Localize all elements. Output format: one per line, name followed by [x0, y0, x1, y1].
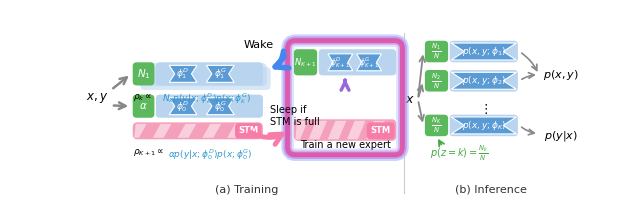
Polygon shape: [206, 98, 234, 115]
Text: $\rho_k \propto$: $\rho_k \propto$: [132, 92, 152, 103]
FancyBboxPatch shape: [132, 62, 154, 85]
Text: $p(z=k)=\frac{N_k}{N}$: $p(z=k)=\frac{N_k}{N}$: [431, 143, 489, 163]
Text: $p(y|x)$: $p(y|x)$: [543, 129, 577, 143]
Polygon shape: [328, 54, 353, 71]
Text: Sleep if
STM is full: Sleep if STM is full: [270, 106, 319, 127]
Text: $\phi_0^D$: $\phi_0^D$: [177, 99, 189, 114]
Text: $\phi_{K+1}^D$: $\phi_{K+1}^D$: [330, 55, 350, 70]
Text: $\phi_1^D$: $\phi_1^D$: [177, 66, 189, 81]
Polygon shape: [451, 43, 516, 60]
Text: Train a new expert: Train a new expert: [300, 140, 390, 151]
Polygon shape: [153, 124, 172, 138]
FancyBboxPatch shape: [319, 49, 396, 75]
Text: $\rho_{K+1} \propto$: $\rho_{K+1} \propto$: [132, 147, 164, 158]
FancyBboxPatch shape: [156, 62, 263, 85]
Text: $\frac{N_K}{N}$: $\frac{N_K}{N}$: [431, 116, 442, 135]
Text: $N_{K+1}$: $N_{K+1}$: [294, 56, 317, 69]
Text: $\alpha p(y|x;\phi_0^D)p(x;\phi_0^G)$: $\alpha p(y|x;\phi_0^D)p(x;\phi_0^G)$: [168, 147, 253, 162]
FancyBboxPatch shape: [132, 122, 263, 139]
FancyBboxPatch shape: [288, 41, 403, 155]
Text: $N_1$: $N_1$: [137, 67, 150, 81]
FancyBboxPatch shape: [140, 67, 271, 90]
Polygon shape: [178, 124, 196, 138]
FancyBboxPatch shape: [450, 41, 518, 62]
Text: STM: STM: [371, 126, 391, 135]
FancyBboxPatch shape: [156, 95, 263, 118]
Text: $\alpha$: $\alpha$: [140, 101, 148, 111]
Text: $\vdots$: $\vdots$: [479, 101, 488, 116]
Text: $x$: $x$: [405, 93, 415, 106]
FancyBboxPatch shape: [367, 122, 395, 139]
Polygon shape: [366, 121, 385, 139]
FancyBboxPatch shape: [235, 123, 261, 138]
FancyBboxPatch shape: [450, 70, 518, 92]
Text: $\phi_1^G$: $\phi_1^G$: [214, 66, 227, 81]
Polygon shape: [169, 98, 197, 115]
FancyBboxPatch shape: [425, 70, 448, 92]
Text: $p(x,y;\phi_K)$: $p(x,y;\phi_K)$: [461, 119, 506, 132]
Polygon shape: [227, 124, 246, 138]
Polygon shape: [206, 65, 234, 82]
FancyBboxPatch shape: [450, 115, 518, 136]
Text: $\phi_{K+1}^G$: $\phi_{K+1}^G$: [359, 55, 379, 70]
Polygon shape: [202, 124, 221, 138]
Text: $p(x,y;\phi_1)$: $p(x,y;\phi_1)$: [461, 45, 506, 58]
Polygon shape: [451, 117, 516, 134]
Polygon shape: [451, 72, 516, 89]
Text: $\frac{N_2}{N}$: $\frac{N_2}{N}$: [431, 71, 442, 90]
Text: STM: STM: [238, 126, 258, 135]
FancyBboxPatch shape: [425, 115, 448, 136]
FancyBboxPatch shape: [136, 63, 267, 86]
Text: $p(x,y)$: $p(x,y)$: [543, 68, 579, 82]
Polygon shape: [296, 121, 308, 139]
Polygon shape: [134, 124, 147, 138]
Polygon shape: [347, 121, 365, 139]
Text: $p(x,y;\phi_2)$: $p(x,y;\phi_2)$: [461, 74, 506, 87]
FancyBboxPatch shape: [132, 95, 154, 118]
FancyBboxPatch shape: [294, 49, 317, 75]
Polygon shape: [328, 121, 346, 139]
Text: $x, y$: $x, y$: [86, 91, 109, 105]
Polygon shape: [308, 121, 327, 139]
Text: $\phi_0^G$: $\phi_0^G$: [214, 99, 227, 114]
Text: (b) Inference: (b) Inference: [455, 185, 527, 195]
FancyBboxPatch shape: [294, 119, 396, 141]
Text: Wake: Wake: [243, 40, 273, 50]
Text: $\frac{N_1}{N}$: $\frac{N_1}{N}$: [431, 42, 442, 61]
Text: $N_k p(y|x;\phi_k^D)p(x;\phi_k^G)$: $N_k p(y|x;\phi_k^D)p(x;\phi_k^G)$: [162, 92, 252, 106]
Text: (a) Training: (a) Training: [215, 185, 278, 195]
FancyBboxPatch shape: [425, 41, 448, 62]
Polygon shape: [356, 54, 381, 71]
Polygon shape: [169, 65, 197, 82]
